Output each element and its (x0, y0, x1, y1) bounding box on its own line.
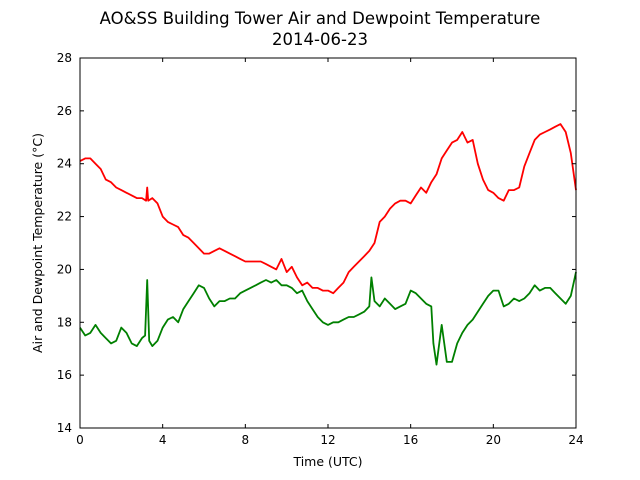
x-axis-label: Time (UTC) (292, 454, 362, 469)
y-tick-label: 16 (57, 368, 72, 382)
x-tick-label: 4 (159, 433, 167, 447)
x-tick-label: 8 (242, 433, 250, 447)
y-tick-label: 24 (57, 157, 72, 171)
x-tick-label: 0 (76, 433, 84, 447)
x-tick-label: 16 (403, 433, 418, 447)
x-tick-label: 20 (486, 433, 501, 447)
series-line-0 (79, 123, 577, 295)
y-tick-label: 14 (57, 421, 72, 435)
y-tick-label: 26 (57, 104, 72, 118)
ticks-layer: 0 4 8 12 16 20 24 14 16 18 20 22 24 26 28 (57, 51, 584, 447)
series-layer (79, 123, 577, 366)
chart-subtitle: 2014-06-23 (272, 30, 368, 49)
y-axis-label: Air and Dewpoint Temperature (°C) (30, 133, 45, 353)
plot-frame (79, 57, 577, 429)
x-tick-label: 24 (568, 433, 583, 447)
series-line-1 (79, 271, 577, 366)
y-tick-label: 28 (57, 51, 72, 65)
y-tick-label: 18 (57, 315, 72, 329)
y-tick-label: 22 (57, 210, 72, 224)
chart-title: AO&SS Building Tower Air and Dewpoint Te… (100, 9, 541, 28)
y-tick-label: 20 (57, 262, 72, 276)
x-tick-label: 12 (320, 433, 335, 447)
